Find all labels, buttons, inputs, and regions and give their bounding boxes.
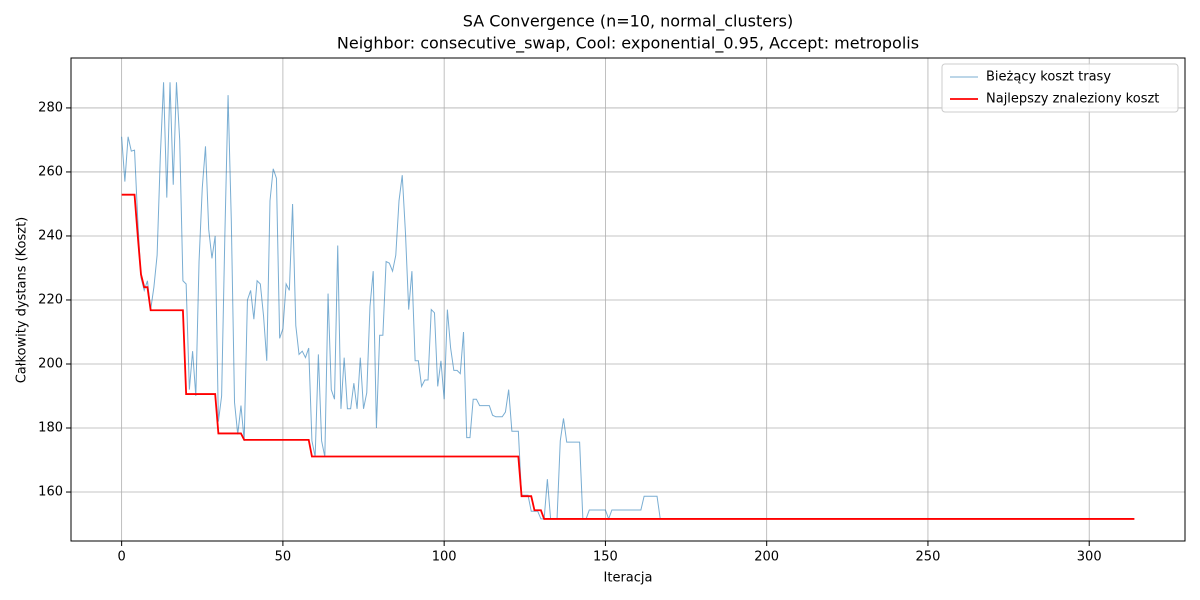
y-tick-label: 180 — [38, 421, 63, 436]
x-tick-label: 150 — [593, 550, 618, 565]
x-tick-label: 300 — [1077, 550, 1102, 565]
x-tick-label: 0 — [117, 550, 125, 565]
legend-label: Bieżący koszt trasy — [986, 70, 1111, 85]
y-tick-label: 240 — [38, 228, 63, 243]
x-tick-label: 50 — [275, 550, 292, 565]
y-tick-label: 220 — [38, 292, 63, 307]
y-tick-label: 280 — [38, 100, 63, 115]
x-axis-label: Iteracja — [604, 571, 653, 586]
legend-box — [941, 63, 1179, 113]
y-tick-label: 200 — [38, 356, 63, 371]
x-tick-label: 200 — [754, 550, 779, 565]
chart-title: SA Convergence (n=10, normal_clusters) — [463, 12, 793, 32]
chart-subtitle: Neighbor: consecutive_swap, Cool: expone… — [337, 34, 919, 54]
y-tick-label: 160 — [38, 485, 63, 500]
legend-label: Najlepszy znaleziony koszt — [986, 92, 1159, 107]
x-tick-label: 250 — [916, 550, 941, 565]
axes-frame — [70, 57, 1186, 542]
y-tick-label: 260 — [38, 164, 63, 179]
x-tick-label: 100 — [432, 550, 457, 565]
y-axis-label: Całkowity dystans (Koszt) — [15, 217, 30, 384]
series-line — [121, 193, 1135, 520]
